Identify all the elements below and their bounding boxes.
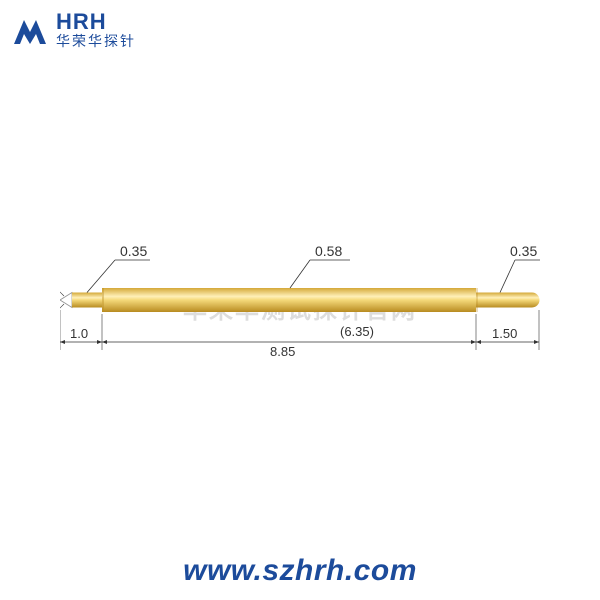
dim-tip-len: 1.0 <box>70 326 88 341</box>
dim-tail-len: 1.50 <box>492 326 517 341</box>
dim-tail-dia: 0.35 <box>510 243 537 259</box>
dim-body-dia: 0.58 <box>315 243 342 259</box>
dim-tip-dia: 0.35 <box>120 243 147 259</box>
dim-stroke-len: (6.35) <box>340 324 374 339</box>
logo-en: HRH <box>56 10 136 34</box>
dim-body-len: 8.85 <box>270 344 295 359</box>
logo-cn: 华荣华探针 <box>56 34 136 49</box>
probe-diagram: 0.35 0.58 0.35 90° 1.0 8.85 (6.35) 1.50 <box>60 220 540 380</box>
logo-mark-icon <box>10 10 50 50</box>
logo-text: HRH 华荣华探针 <box>56 10 136 50</box>
website-url: www.szhrh.com <box>0 554 600 588</box>
brand-logo: HRH 华荣华探针 <box>10 10 136 50</box>
